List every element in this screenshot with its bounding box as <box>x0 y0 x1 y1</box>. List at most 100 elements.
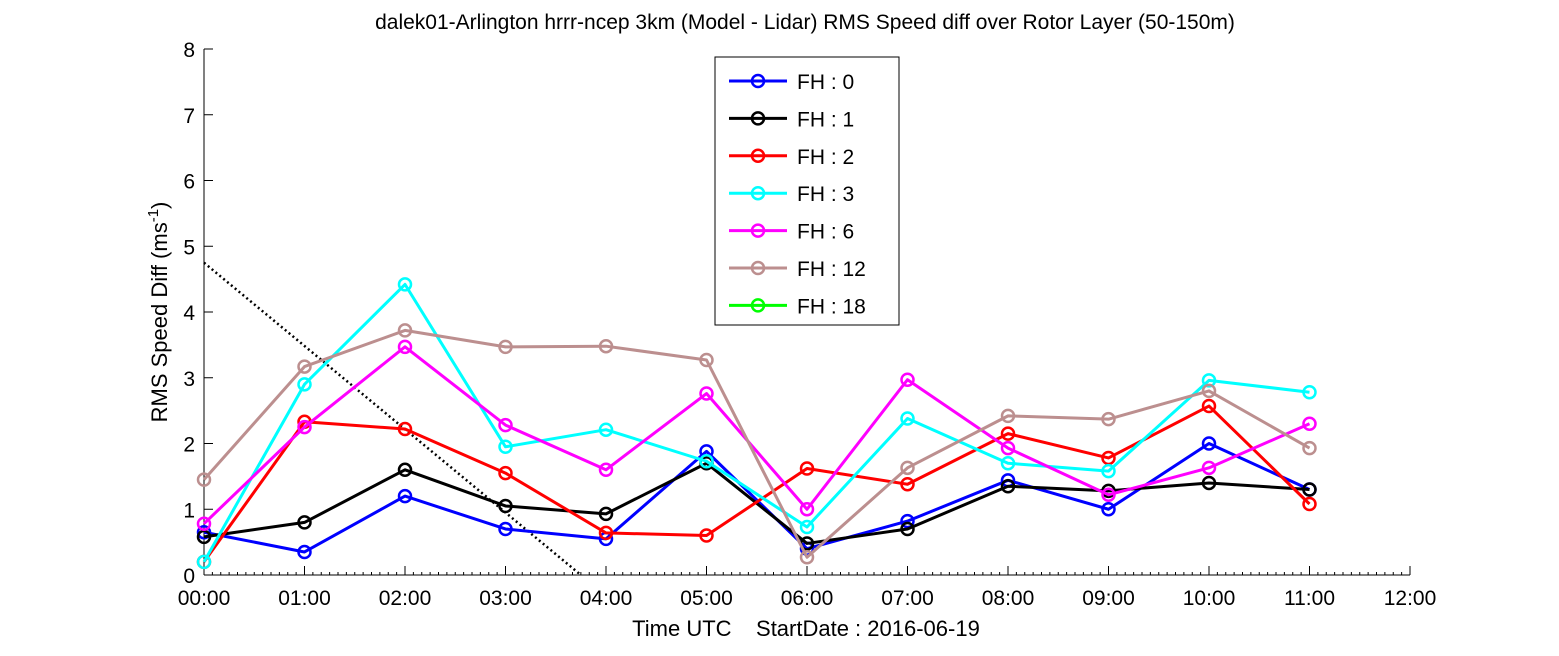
series-line <box>202 404 1311 563</box>
data-point <box>1201 398 1217 414</box>
data-point <box>799 519 815 535</box>
x-tick-label: 03:00 <box>479 587 532 610</box>
data-point <box>1000 440 1016 456</box>
y-tick-label: 2 <box>183 434 195 457</box>
data-point <box>900 411 915 426</box>
x-tick-label: 12:00 <box>1384 587 1437 610</box>
data-point <box>598 422 614 437</box>
axes: 00:00 01:00 02:00 03:00 04:00 05:00 06:00 07:00… <box>178 39 1437 610</box>
series-fh-6 <box>196 339 1317 531</box>
legend-label: FH : 0 <box>797 71 854 94</box>
data-point <box>1201 475 1217 491</box>
data-point <box>1302 384 1317 400</box>
data-point <box>1000 426 1016 441</box>
data-point <box>498 465 513 481</box>
legend-marker <box>750 298 766 313</box>
data-point <box>498 439 513 455</box>
data-point <box>900 372 915 387</box>
data-point <box>1101 411 1116 427</box>
y-tick-label: 5 <box>183 236 195 259</box>
legend-label: FH : 6 <box>797 221 854 244</box>
data-point <box>699 352 714 368</box>
series-line <box>203 442 1311 554</box>
legend-marker <box>750 73 766 89</box>
data-point <box>1201 383 1217 399</box>
data-point <box>900 477 915 492</box>
data-point <box>1201 373 1217 388</box>
series-line <box>202 328 1311 559</box>
x-tick-label: 10:00 <box>1183 587 1236 610</box>
series-layer <box>196 277 1317 570</box>
legend-label: FH : 1 <box>797 108 854 131</box>
reference-line-layer <box>203 261 582 576</box>
data-point <box>1302 440 1317 456</box>
data-point <box>1101 502 1116 517</box>
y-axis-label-end: ) <box>147 202 172 209</box>
data-point <box>1302 496 1317 512</box>
data-point <box>397 339 413 355</box>
data-point <box>297 544 312 560</box>
data-point <box>397 462 413 478</box>
y-tick-label: 4 <box>183 302 195 325</box>
data-point <box>1201 436 1217 451</box>
data-point <box>498 498 513 514</box>
data-point <box>1302 482 1317 497</box>
x-tick-label: 11:00 <box>1284 587 1335 610</box>
x-axis-label: Time UTC StartDate : 2016-06-19 <box>632 616 980 641</box>
legend-box <box>714 56 900 326</box>
data-point <box>297 359 312 374</box>
data-point <box>900 521 915 537</box>
data-point <box>196 472 212 487</box>
y-tick-label: 7 <box>183 105 195 128</box>
data-point <box>397 488 413 504</box>
data-point <box>799 549 815 565</box>
x-tick-label: 09:00 <box>1082 587 1135 610</box>
data-point <box>297 515 312 530</box>
data-point <box>397 277 413 292</box>
x-tick-label: 05:00 <box>680 587 733 610</box>
data-point <box>397 421 413 437</box>
data-point <box>1101 463 1116 479</box>
x-tick-label: 08:00 <box>982 587 1035 610</box>
data-point <box>1000 455 1016 471</box>
series-line <box>202 282 1310 563</box>
data-point <box>498 521 513 537</box>
series-line <box>202 345 1311 525</box>
data-point <box>1201 460 1217 476</box>
data-point <box>498 417 513 433</box>
data-point <box>397 323 413 338</box>
series-fh-3 <box>196 277 1317 570</box>
data-point <box>699 454 714 469</box>
legend-label: FH : 2 <box>797 146 854 169</box>
data-point <box>699 528 714 543</box>
data-point <box>598 462 614 478</box>
legend-label: FH : 12 <box>797 258 866 281</box>
data-point <box>900 460 915 476</box>
data-point <box>598 506 614 522</box>
reference-dotted-line <box>203 261 582 576</box>
data-point <box>196 525 212 540</box>
legend-marker <box>750 148 766 164</box>
legend-marker <box>750 260 766 276</box>
data-point <box>196 516 212 531</box>
x-tick-label: 00:00 <box>178 587 231 610</box>
legend-marker <box>750 223 766 238</box>
y-tick-label: 1 <box>183 499 195 522</box>
data-point <box>1101 487 1116 503</box>
data-point <box>598 338 614 354</box>
data-point <box>1000 408 1016 424</box>
y-tick-label: 8 <box>183 39 195 62</box>
data-point <box>498 339 513 355</box>
data-point <box>297 419 312 435</box>
x-tick-label: 07:00 <box>881 587 934 610</box>
y-axis-label-main: RMS Speed Diff (ms <box>147 222 172 422</box>
data-point <box>1302 416 1317 432</box>
data-point <box>699 386 714 401</box>
data-point <box>1000 478 1016 494</box>
legend-label: FH : 3 <box>797 183 854 206</box>
legend-label: FH : 18 <box>797 295 866 318</box>
chart-title: dalek01-Arlington hrrr-ncep 3km (Model -… <box>375 11 1235 34</box>
data-point <box>900 513 915 529</box>
legend-marker <box>750 111 766 126</box>
